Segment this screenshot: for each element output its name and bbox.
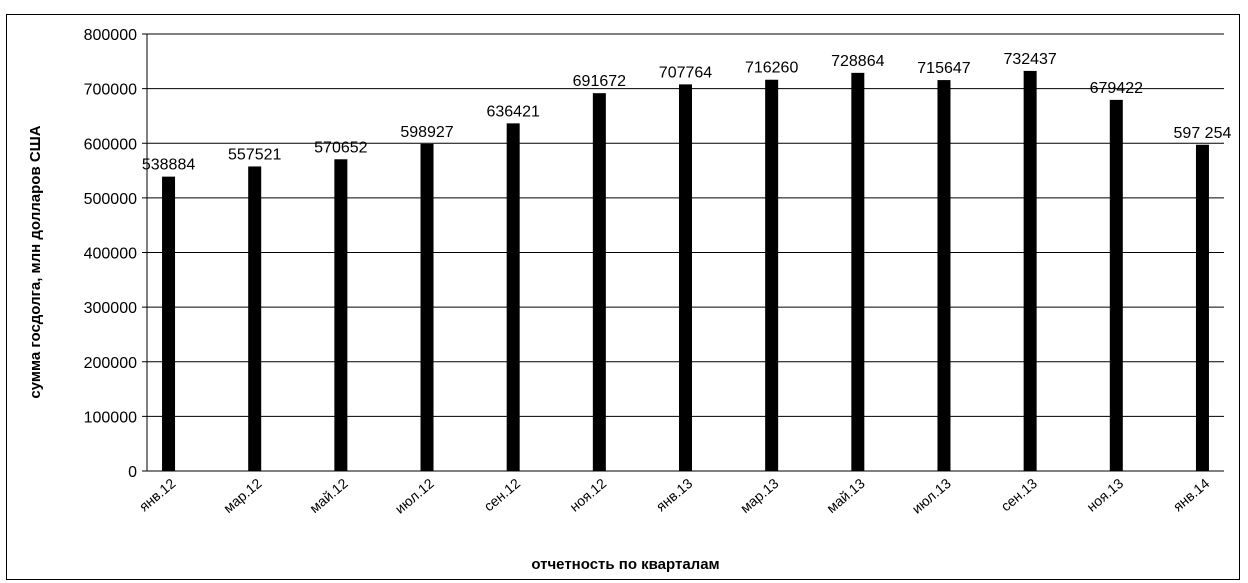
x-category-label: май.13 <box>823 475 868 516</box>
y-tick-label: 200000 <box>84 355 137 372</box>
y-tick-label: 500000 <box>84 191 137 208</box>
data-label: 597 254 <box>1174 125 1232 142</box>
y-axis-ticks: 0 100000 200000 300000 400000 500000 600000 700… <box>84 27 147 481</box>
data-labels: 538884 557521 570652 598927 636421 691672 7077… <box>142 51 1232 174</box>
data-label: 732437 <box>1003 51 1056 68</box>
bar <box>1109 99 1123 472</box>
data-label: 538884 <box>142 157 195 174</box>
y-tick-label: 300000 <box>84 300 137 317</box>
x-category-label: май.12 <box>306 475 351 516</box>
data-label: 707764 <box>659 64 712 81</box>
x-category-label: мар.13 <box>737 475 782 516</box>
x-category-label: янв.12 <box>136 475 179 515</box>
data-label: 557521 <box>228 146 281 163</box>
x-category-label: мар.12 <box>220 475 265 516</box>
bar <box>1023 70 1037 472</box>
x-category-label: ноя.12 <box>566 475 609 515</box>
data-label: 570652 <box>314 139 367 156</box>
bar <box>506 123 520 471</box>
x-category-label: сен.12 <box>481 475 524 514</box>
data-label: 691672 <box>573 73 626 90</box>
bar <box>592 93 606 472</box>
x-category-label: янв.13 <box>653 475 696 515</box>
data-label: 636421 <box>486 103 539 120</box>
y-tick-label: 600000 <box>84 136 137 153</box>
y-tick-label: 0 <box>128 464 137 481</box>
y-tick-label: 400000 <box>84 246 137 263</box>
bar <box>1195 144 1209 471</box>
bar <box>679 84 692 472</box>
bar <box>937 80 951 472</box>
x-category-label: июл.12 <box>392 475 437 517</box>
x-category-label: янв.14 <box>1170 475 1213 515</box>
x-category-label: сен.13 <box>998 475 1041 514</box>
bars <box>162 70 1209 472</box>
x-category-label: ноя.13 <box>1083 475 1126 515</box>
x-category-label: июл.13 <box>909 475 954 517</box>
data-label: 716260 <box>745 60 798 77</box>
x-axis-categories: янв.12 мар.12 май.12 июл.12 сен.12 ноя.12 янв.… <box>136 475 1213 517</box>
data-label: 679422 <box>1090 80 1143 97</box>
x-axis-title: отчетность по кварталам <box>531 556 719 573</box>
bar <box>420 143 434 471</box>
bar <box>162 176 176 471</box>
y-axis-title: сумма госдолга, млн долларов США <box>27 125 44 398</box>
bar <box>851 72 865 472</box>
y-tick-label: 100000 <box>84 409 137 426</box>
data-label: 715647 <box>917 60 970 77</box>
data-label: 728864 <box>831 53 884 70</box>
y-tick-label: 700000 <box>84 82 137 99</box>
data-label: 598927 <box>400 124 453 141</box>
bar <box>334 159 348 471</box>
y-tick-label: 800000 <box>84 27 137 44</box>
bar <box>765 79 779 471</box>
bar <box>248 166 262 471</box>
